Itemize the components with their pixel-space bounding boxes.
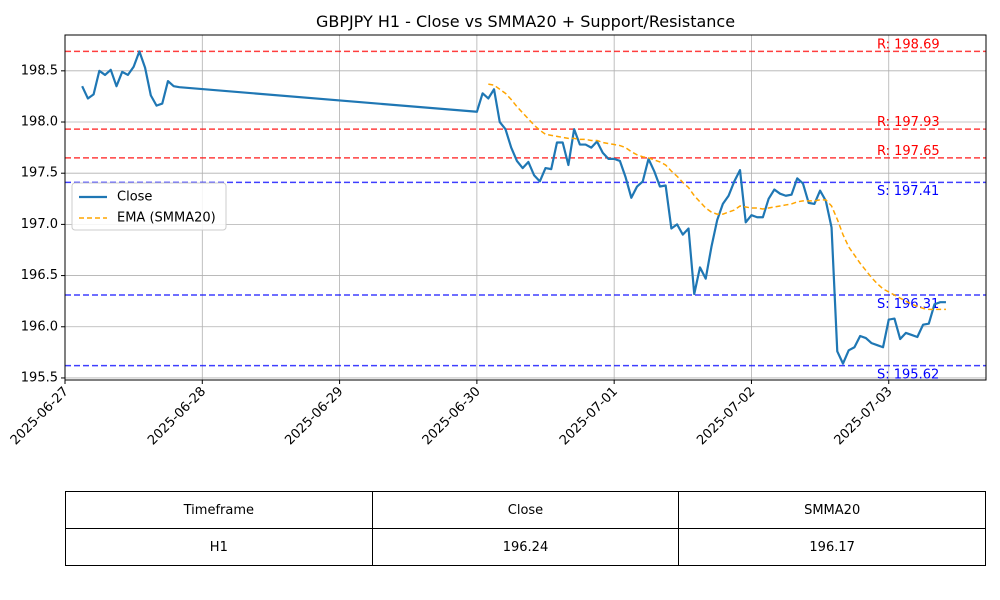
table-row: H1 196.24 196.17: [65, 528, 986, 566]
table-cell: 196.24: [371, 528, 680, 566]
table-header-cell: Close: [371, 491, 680, 529]
y-tick-label: 196.5: [21, 268, 58, 283]
summary-table: Timeframe Close SMMA20 H1 196.24 196.17: [65, 491, 986, 566]
chart-title: GBPJPY H1 - Close vs SMMA20 + Support/Re…: [316, 12, 735, 31]
x-tick-label: 2025-07-03: [832, 384, 896, 448]
y-tick-label: 197.5: [21, 166, 58, 181]
table-cell: 196.17: [678, 528, 986, 566]
table-header-cell: SMMA20: [678, 491, 986, 529]
resistance-level-label: R: 198.69: [877, 37, 940, 52]
chart-legend: Close EMA (SMMA20): [71, 182, 227, 231]
x-tick-label: 2025-06-28: [145, 384, 209, 448]
y-tick-label: 196.0: [21, 319, 58, 334]
support-level-label: S: 195.62: [877, 367, 939, 382]
table-header-row: Timeframe Close SMMA20: [65, 491, 986, 529]
table-header-cell: Timeframe: [65, 491, 373, 529]
legend-label: EMA (SMMA20): [117, 211, 216, 226]
support-level-label: S: 197.41: [877, 184, 939, 199]
legend-label: Close: [117, 190, 152, 205]
y-tick-label: 197.0: [21, 217, 58, 232]
ema-smma20-series-line: [488, 83, 946, 311]
table-cell: H1: [65, 528, 373, 566]
x-tick-label: 2025-07-01: [557, 384, 621, 448]
x-tick-label: 2025-06-29: [282, 384, 346, 448]
x-tick-label: 2025-06-30: [420, 384, 484, 448]
x-tick-label: 2025-07-02: [694, 384, 758, 448]
close-series-line: [81, 50, 946, 365]
y-tick-label: 195.5: [21, 370, 58, 385]
resistance-level-label: R: 197.93: [877, 115, 940, 130]
plot-frame: [64, 34, 987, 381]
legend-box: [71, 182, 227, 231]
y-tick-label: 198.5: [21, 63, 58, 78]
x-tick-label: 2025-06-27: [8, 384, 72, 448]
resistance-level-label: R: 197.65: [877, 144, 940, 159]
y-tick-label: 198.0: [21, 115, 58, 130]
